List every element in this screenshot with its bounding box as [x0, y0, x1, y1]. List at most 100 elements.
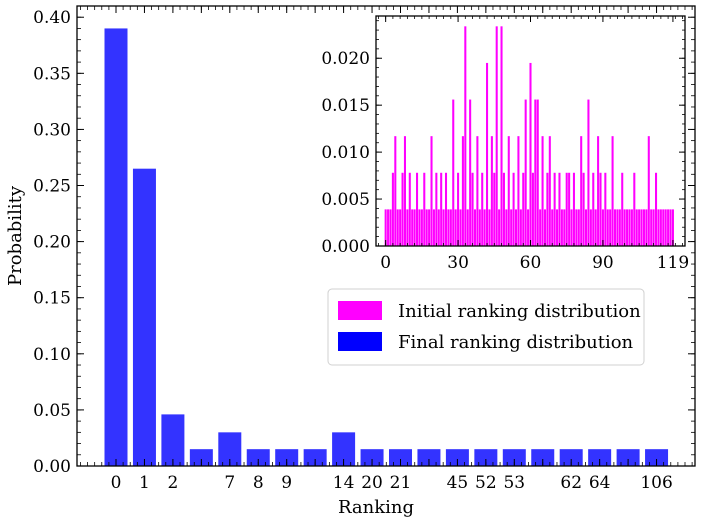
- inset-x-tick-label: 119: [657, 253, 689, 273]
- inset-y-tick-label: 0.010: [321, 143, 370, 163]
- inset-bar: [630, 209, 633, 246]
- x-axis-label: Ranking: [338, 497, 414, 518]
- inset-bar: [418, 209, 421, 246]
- inset-bar: [655, 172, 658, 246]
- inset-bar: [584, 209, 588, 246]
- inset-bar: [432, 209, 435, 246]
- inset-bar: [558, 172, 561, 246]
- x-tick-label: 21: [390, 473, 412, 493]
- inset-bar: [599, 172, 602, 246]
- inset-bar: [498, 209, 501, 246]
- inset-y-tick-label: 0.020: [321, 49, 370, 69]
- inset-bar: [466, 209, 469, 246]
- inset-bar: [638, 209, 641, 246]
- x-tick-label: 52: [475, 473, 497, 493]
- inset-bar: [626, 209, 629, 246]
- inset-bar: [536, 99, 539, 246]
- bar: [189, 449, 213, 466]
- inset-y-tick-label: 0.005: [321, 190, 370, 210]
- inset-bar: [464, 26, 467, 246]
- inset-bar: [423, 172, 426, 246]
- inset-bar: [592, 172, 595, 246]
- inset-bar: [597, 136, 600, 246]
- inset-bar: [493, 172, 496, 246]
- bar: [645, 449, 669, 466]
- inset-bar: [543, 209, 547, 246]
- y-tick-label: 0.05: [33, 401, 71, 421]
- inset-bar: [560, 209, 563, 246]
- inset-bar: [667, 209, 670, 246]
- y-tick-label: 0.10: [33, 345, 71, 365]
- inset-bar: [413, 209, 416, 246]
- inset-bar: [662, 209, 665, 246]
- inset-bar: [488, 209, 491, 246]
- inset-bar: [394, 136, 397, 246]
- inset-bar: [505, 209, 508, 246]
- inset-bar: [428, 209, 431, 246]
- inset-bar: [461, 136, 464, 246]
- inset-bar: [437, 209, 440, 246]
- y-tick-label: 0.20: [33, 233, 71, 253]
- inset-bar: [548, 136, 551, 246]
- bar: [104, 28, 128, 466]
- inset-bar: [541, 136, 544, 246]
- bar: [588, 449, 612, 466]
- inset-bar: [457, 172, 460, 246]
- x-tick-label: 53: [503, 473, 525, 493]
- y-axis-label: Probability: [5, 185, 26, 286]
- inset-bar: [650, 209, 653, 246]
- inset-bar: [642, 209, 645, 246]
- inset-bar: [664, 209, 667, 246]
- legend-box: [327, 288, 645, 366]
- bar: [246, 449, 270, 466]
- inset-bar: [546, 172, 549, 246]
- x-tick-label: 64: [589, 473, 611, 493]
- x-tick-label: 14: [333, 473, 355, 493]
- inset-bar: [616, 209, 619, 246]
- x-tick-label: 20: [361, 473, 383, 493]
- inset-bar: [389, 209, 392, 246]
- inset-bar: [459, 209, 462, 246]
- inset-bar: [519, 209, 522, 246]
- inset-bar: [534, 99, 537, 246]
- inset-bar: [391, 172, 394, 246]
- inset-bar: [502, 172, 505, 246]
- bar: [132, 168, 156, 466]
- inset-bar: [568, 172, 571, 246]
- x-tick-label: 1: [139, 473, 150, 493]
- inset-bar: [476, 136, 479, 246]
- x-tick-label: 8: [253, 473, 264, 493]
- inset-bar: [384, 209, 387, 246]
- inset-bar: [606, 209, 609, 246]
- inset-bar: [539, 209, 542, 246]
- inset-bar: [469, 99, 472, 246]
- inset-bar: [659, 209, 662, 246]
- bar: [417, 449, 441, 466]
- inset-bar: [623, 209, 626, 246]
- inset-bar: [524, 99, 527, 246]
- inset-bar: [647, 136, 650, 246]
- inset-bar: [671, 209, 674, 246]
- bar: [360, 449, 384, 466]
- bar: [616, 449, 640, 466]
- inset-bar: [572, 172, 575, 246]
- inset-bar: [512, 172, 515, 246]
- inset-bar: [435, 172, 438, 246]
- inset-bar: [522, 172, 525, 246]
- inset-bar: [490, 136, 493, 246]
- inset-bar: [399, 209, 402, 246]
- inset-bar: [473, 209, 477, 246]
- y-tick-label: 0.15: [33, 289, 71, 309]
- inset-bar: [517, 136, 520, 246]
- inset-bar: [640, 209, 643, 246]
- inset-bar: [645, 209, 648, 246]
- inset-bar: [454, 209, 457, 246]
- bar: [275, 449, 299, 466]
- inset-bar: [452, 99, 455, 246]
- bar: [389, 449, 412, 466]
- inset-bar: [529, 62, 532, 246]
- inset-bar: [604, 172, 607, 246]
- bar: [218, 432, 242, 466]
- inset-bar: [589, 209, 592, 246]
- y-tick-label: 0.35: [33, 64, 71, 84]
